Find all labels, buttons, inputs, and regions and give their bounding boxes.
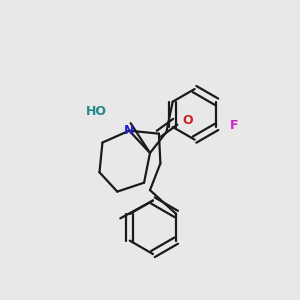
Text: HO: HO <box>86 105 107 118</box>
Text: F: F <box>230 119 238 132</box>
Text: O: O <box>183 114 193 127</box>
Text: N: N <box>124 124 134 137</box>
